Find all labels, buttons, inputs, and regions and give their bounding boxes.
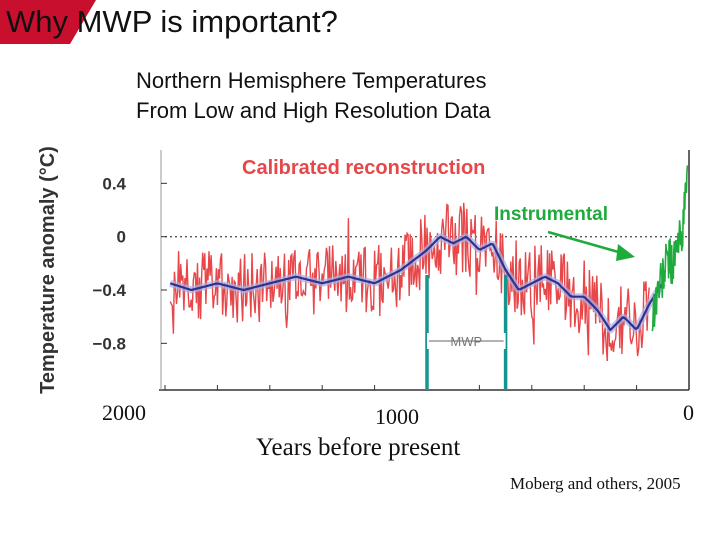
chart-subtitle: Northern Hemisphere Temperatures From Lo… <box>136 66 491 126</box>
mwp-label: MWP <box>450 334 482 349</box>
reconstruction-figure: Calibrated reconstruction Instrumental MWP… <box>18 140 698 402</box>
x-tick-label: 1000 <box>375 404 419 429</box>
instrumental-label: Instrumental <box>494 204 608 225</box>
title-accent-shape <box>0 0 96 44</box>
instrumental-line <box>651 165 689 332</box>
subtitle-line-1: Northern Hemisphere Temperatures <box>136 68 487 93</box>
slide-title: Why MWP is important? <box>6 4 338 39</box>
subtitle-line-2: From Low and High Resolution Data <box>136 98 491 123</box>
x-axis-label: Years before present <box>256 434 461 461</box>
instrumental-arrow-head <box>616 244 635 261</box>
y-axis-label: Temperature anomaly (°C) <box>37 146 59 394</box>
y-tick-label: −0.8 <box>92 334 126 353</box>
chart-title: Calibrated reconstruction <box>242 157 485 179</box>
temperature-chart: Calibrated reconstruction Instrumental MWP… <box>18 140 698 402</box>
instrumental-arrow-line <box>547 230 623 255</box>
source-credit: Moberg and others, 2005 <box>510 474 681 493</box>
smoothed-line <box>169 235 664 332</box>
x-tick-label: 2000 <box>102 400 146 425</box>
y-tick-label: −0.4 <box>92 281 126 300</box>
y-tick-label: 0 <box>117 228 126 247</box>
x-tick-label: 0 <box>683 400 694 425</box>
title-accent-bar <box>0 0 96 44</box>
y-tick-label: 0.4 <box>102 174 126 193</box>
